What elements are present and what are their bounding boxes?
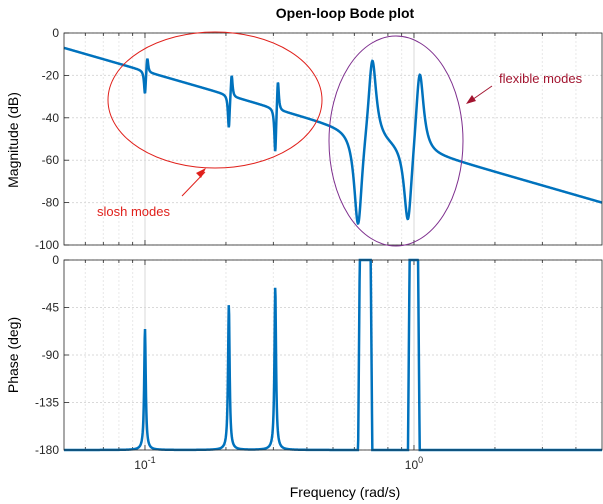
phase-y-tick-label: -90 (42, 348, 60, 362)
magnitude-y-tick-label: -80 (42, 196, 60, 210)
phase-y-tick-label: 0 (52, 253, 59, 267)
slosh-modes-ellipse (107, 31, 323, 169)
magnitude-y-tick-label: -100 (35, 238, 59, 252)
magnitude-y-tick-label: 0 (52, 26, 59, 40)
x-tick-label: 10-1 (134, 455, 155, 472)
phase-frame (63, 259, 603, 451)
phase-y-label: Phase (deg) (5, 317, 21, 393)
phase-axes: 0 -45 -90 -135 -180 10-1 100 (35, 253, 603, 472)
magnitude-frame (63, 32, 603, 246)
flexible-modes-label: flexible modes (499, 71, 583, 86)
flexible-modes-ellipse (328, 35, 464, 247)
magnitude-y-tick-label: -20 (42, 68, 60, 82)
x-tick-label: 100 (405, 455, 423, 472)
phase-y-tick-label: -45 (42, 301, 60, 315)
magnitude-line (63, 46, 603, 225)
flexible-modes-arrow (466, 85, 493, 104)
slosh-modes-label: slosh modes (97, 204, 170, 219)
magnitude-y-tick-label: -40 (42, 111, 60, 125)
x-axis-label: Frequency (rad/s) (290, 484, 400, 500)
chart-title: Open-loop Bode plot (276, 5, 415, 21)
magnitude-axes: 0 -20 -40 -60 -80 -100 (35, 26, 603, 252)
slosh-modes-arrow (181, 168, 206, 197)
magnitude-y-tick-label: -60 (42, 153, 60, 167)
phase-y-tick-label: -135 (35, 396, 59, 410)
magnitude-y-label: Magnitude (dB) (5, 92, 21, 188)
phase-y-tick-label: -180 (35, 443, 59, 457)
